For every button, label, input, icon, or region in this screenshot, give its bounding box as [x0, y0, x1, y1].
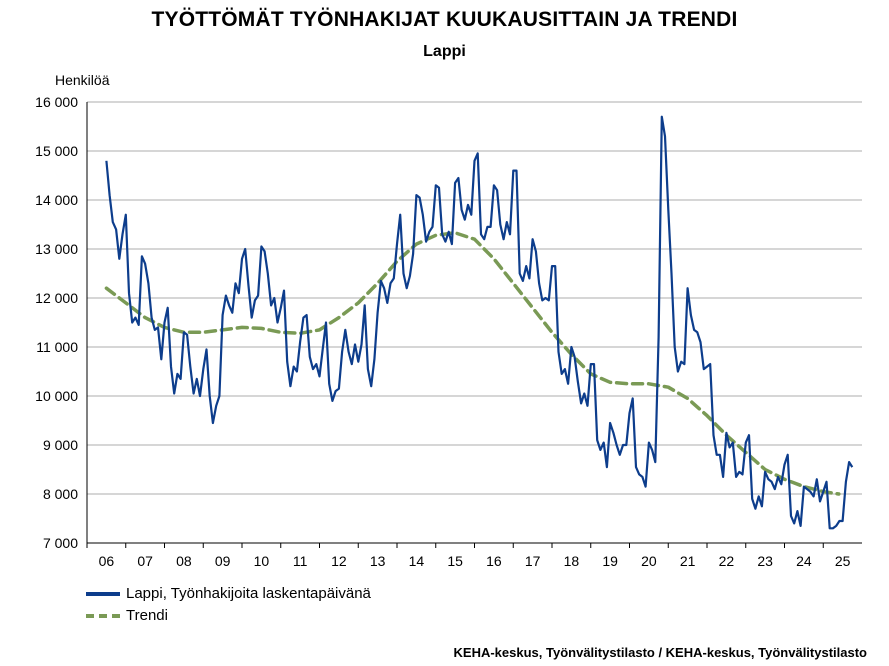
y-tick-label: 7 000 — [43, 535, 78, 551]
series — [104, 115, 854, 530]
x-tick-label: 11 — [293, 553, 308, 569]
legend-swatch-dashed — [86, 613, 120, 618]
y-tick-label: 8 000 — [43, 486, 78, 502]
trend-line — [104, 231, 841, 496]
x-tick-label: 07 — [137, 553, 153, 569]
x-tick-label: 21 — [680, 553, 696, 569]
axes — [86, 102, 862, 548]
x-tick-label: 13 — [370, 553, 386, 569]
x-tick-label: 18 — [564, 553, 580, 569]
x-tick-label: 17 — [525, 553, 541, 569]
y-tick-labels: 7 000 8 000 9 000 10 000 11 000 12 000 13 000 1… — [35, 94, 78, 551]
legend-item-trend: Trendi — [86, 607, 168, 624]
y-tick-label: 13 000 — [35, 241, 78, 257]
x-tick-label: 24 — [796, 553, 812, 569]
series-line — [105, 115, 854, 530]
y-tick-label: 10 000 — [35, 388, 78, 404]
y-tick-label: 16 000 — [35, 94, 78, 110]
x-tick-label: 22 — [719, 553, 735, 569]
legend-swatch-solid — [86, 591, 120, 596]
x-tick-label: 08 — [176, 553, 192, 569]
x-tick-label: 09 — [215, 553, 231, 569]
chart-title: TYÖTTÖMÄT TYÖNHAKIJAT KUUKAUSITTAIN JA T… — [151, 8, 738, 31]
y-tick-label: 9 000 — [43, 437, 78, 453]
source-note: KEHA-keskus, Työnvälitystilasto / KEHA-k… — [453, 645, 867, 660]
x-tick-label: 10 — [254, 553, 270, 569]
x-tick-label: 14 — [409, 553, 425, 569]
x-tick-label: 20 — [641, 553, 657, 569]
y-tick-label: 12 000 — [35, 290, 78, 306]
x-tick-label: 12 — [331, 553, 347, 569]
x-tick-label: 19 — [602, 553, 618, 569]
x-tick-label: 06 — [99, 553, 115, 569]
legend-label-series: Lappi, Työnhakijoita laskentapäivänä — [126, 585, 371, 602]
y-tick-label: 11 000 — [36, 339, 78, 355]
x-tick-label: 16 — [486, 553, 502, 569]
x-tick-label: 25 — [835, 553, 851, 569]
x-tick-label: 23 — [757, 553, 773, 569]
y-tick-label: 15 000 — [35, 143, 78, 159]
x-tick-labels: 06 07 08 09 10 11 12 13 14 15 16 17 18 19 20 21 22 23 24 25 — [99, 553, 851, 569]
legend-item-series: Lappi, Työnhakijoita laskentapäivänä — [86, 585, 371, 602]
legend-label-trend: Trendi — [126, 607, 168, 624]
y-tick-label: 14 000 — [35, 192, 78, 208]
x-tick-label: 15 — [447, 553, 463, 569]
y-axis-label: Henkilöä — [55, 72, 110, 88]
chart-subtitle: Lappi — [423, 43, 466, 60]
